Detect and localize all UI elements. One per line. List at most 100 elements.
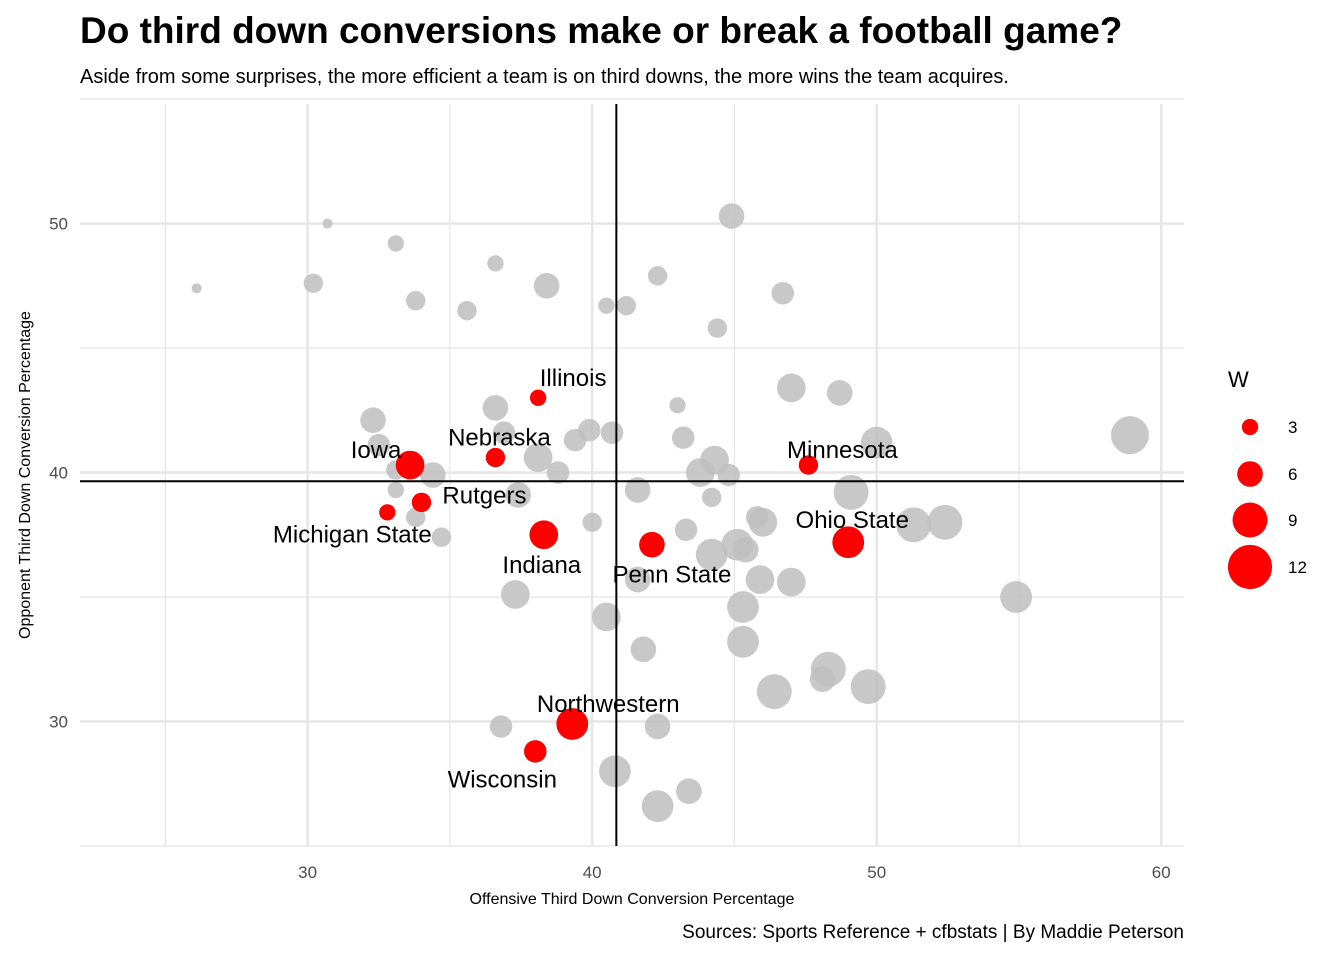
highlighted-team-point xyxy=(524,740,547,763)
x-tick-label: 30 xyxy=(298,863,317,882)
highlighted-team-points xyxy=(379,389,865,763)
team-point xyxy=(582,512,602,533)
team-point xyxy=(533,272,560,299)
team-label: Wisconsin xyxy=(448,766,557,793)
team-point xyxy=(717,463,740,487)
team-point xyxy=(826,380,853,406)
x-tick-label: 40 xyxy=(583,863,602,882)
legend-title: W xyxy=(1228,367,1249,392)
team-point xyxy=(776,567,806,597)
team-label: Rutgers xyxy=(442,482,526,509)
team-point xyxy=(1110,416,1149,455)
team-point xyxy=(676,778,702,805)
team-label: Northwestern xyxy=(537,691,680,718)
team-point xyxy=(387,481,404,499)
team-label: Minnesota xyxy=(787,437,898,464)
team-label: Nebraska xyxy=(448,425,551,452)
y-tick-label: 40 xyxy=(49,464,68,483)
team-point xyxy=(505,482,531,508)
axis-ticks: 30 40 50 60 30 40 50 xyxy=(49,215,1171,882)
team-label: Ohio State xyxy=(796,507,909,534)
reference-lines xyxy=(80,104,1184,846)
team-point xyxy=(669,397,686,414)
team-labels: Illinois Nebraska Iowa Rutgers Michigan Stat… xyxy=(273,365,909,794)
x-tick-label: 60 xyxy=(1152,863,1171,882)
highlighted-team-point xyxy=(379,504,396,521)
legend-label: 9 xyxy=(1288,511,1297,530)
highlighted-team-point xyxy=(529,389,547,406)
legend-label: 3 xyxy=(1288,418,1297,437)
x-axis-title: Offensive Third Down Conversion Percenta… xyxy=(470,891,795,908)
team-point xyxy=(387,235,404,252)
team-point xyxy=(303,273,324,293)
team-point xyxy=(500,580,530,609)
source-caption: Sources: Sports Reference + cfbstats | B… xyxy=(682,922,1184,943)
legend-key xyxy=(1232,502,1268,538)
team-point xyxy=(674,518,698,542)
highlighted-team-point xyxy=(832,526,865,559)
team-point xyxy=(592,602,621,632)
legend-key xyxy=(1241,418,1259,436)
y-axis-title: Opponent Third Down Conversion Percentag… xyxy=(17,311,34,639)
team-point xyxy=(487,255,504,272)
team-point xyxy=(360,407,386,434)
team-point xyxy=(367,433,391,457)
team-point xyxy=(598,297,615,314)
team-point xyxy=(701,487,722,508)
legend-key xyxy=(1227,544,1273,590)
team-point xyxy=(748,507,778,537)
team-point xyxy=(896,507,932,543)
team-point xyxy=(771,281,795,305)
y-tick-label: 50 xyxy=(49,215,68,234)
team-point xyxy=(406,507,426,528)
team-label: Illinois xyxy=(540,365,607,392)
team-point xyxy=(406,291,426,311)
team-point xyxy=(707,318,728,338)
team-label: Michigan State xyxy=(273,521,432,548)
team-point xyxy=(718,203,745,229)
chart-subtitle: Aside from some surprises, the more effi… xyxy=(80,66,1009,88)
team-point xyxy=(810,651,846,687)
team-point xyxy=(457,300,477,321)
legend-key xyxy=(1237,461,1263,487)
team-point xyxy=(671,426,695,449)
highlighted-team-point xyxy=(556,708,589,740)
y-tick-label: 30 xyxy=(49,713,68,732)
highlighted-team-point xyxy=(529,520,559,550)
team-point xyxy=(833,474,869,510)
team-point xyxy=(647,266,668,286)
highlighted-team-point xyxy=(485,447,506,468)
team-point xyxy=(546,461,570,484)
team-point xyxy=(431,527,452,547)
team-point xyxy=(616,295,637,316)
team-point xyxy=(1000,581,1033,613)
team-label: Penn State xyxy=(613,562,732,589)
team-point xyxy=(630,636,657,663)
highlighted-team-point xyxy=(798,455,819,475)
team-point xyxy=(756,674,792,710)
team-point xyxy=(624,477,651,503)
team-point xyxy=(927,504,963,540)
highlighted-team-point xyxy=(639,531,665,558)
highlighted-team-point xyxy=(395,450,425,480)
legend-label: 6 xyxy=(1288,465,1297,484)
team-point xyxy=(644,713,671,740)
highlighted-team-point xyxy=(411,492,432,513)
x-tick-label: 50 xyxy=(867,863,886,882)
team-point xyxy=(523,443,553,472)
team-point xyxy=(492,421,516,444)
team-point xyxy=(578,418,601,442)
team-point xyxy=(745,565,775,594)
team-point xyxy=(776,373,806,403)
grid-lines xyxy=(80,98,1184,847)
team-point xyxy=(733,536,759,563)
team-point xyxy=(860,426,893,459)
legend-label: 12 xyxy=(1288,558,1307,577)
legend: W 3 6 9 12 xyxy=(1227,367,1307,590)
team-point xyxy=(624,566,651,593)
other-team-points xyxy=(191,203,1149,823)
team-point xyxy=(599,755,631,788)
team-point xyxy=(600,421,624,444)
team-point xyxy=(489,715,513,738)
